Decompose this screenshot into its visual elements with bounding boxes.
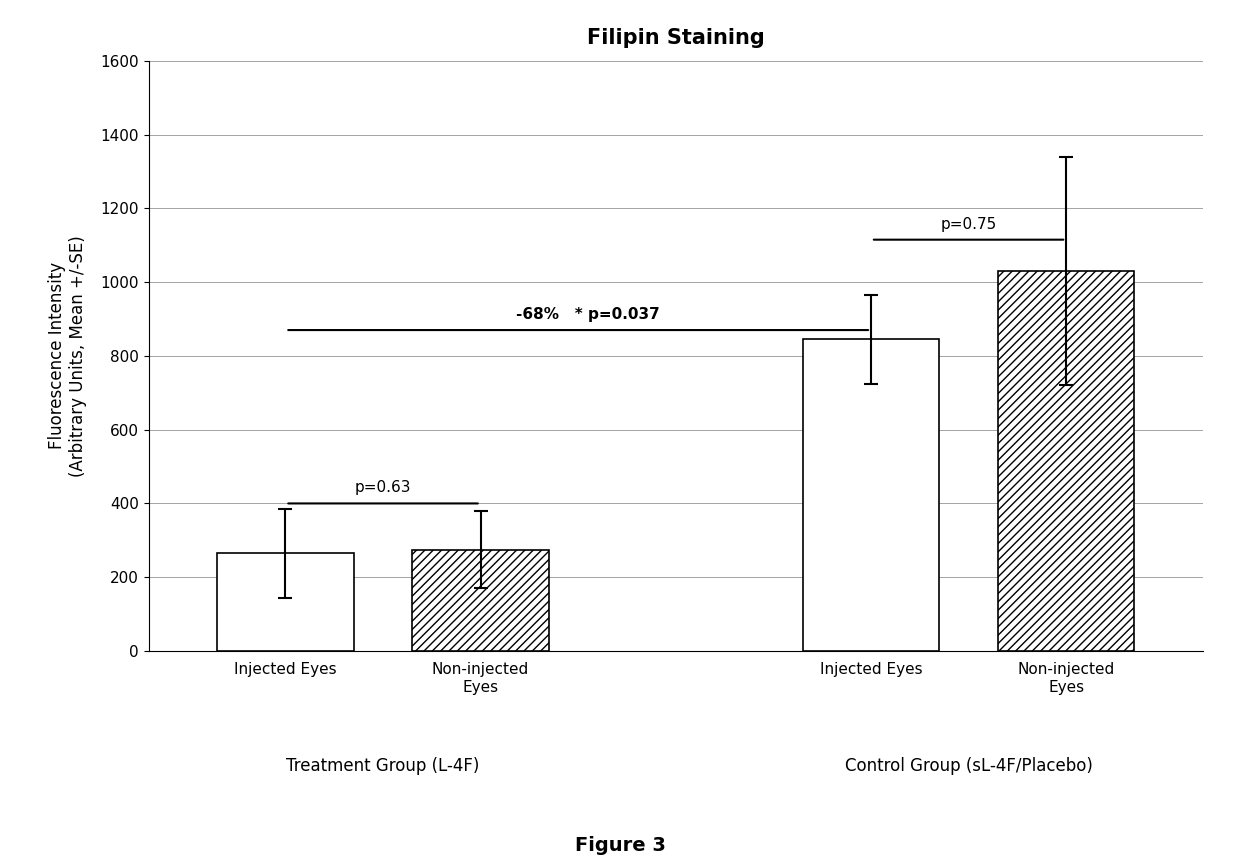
Bar — [412, 549, 549, 651]
Text: p=0.75: p=0.75 — [940, 216, 997, 232]
Text: -68%   * p=0.037: -68% * p=0.037 — [516, 307, 660, 322]
Bar — [217, 553, 353, 651]
Text: Control Group (sL-4F/Placebo): Control Group (sL-4F/Placebo) — [844, 757, 1092, 775]
Text: Figure 3: Figure 3 — [574, 836, 666, 855]
Text: p=0.63: p=0.63 — [355, 480, 412, 496]
Text: Treatment Group (L-4F): Treatment Group (L-4F) — [286, 757, 480, 775]
Title: Filipin Staining: Filipin Staining — [587, 28, 765, 48]
Bar — [802, 339, 939, 651]
Bar — [998, 271, 1135, 651]
Y-axis label: Fluorescence Intensity
(Arbitrary Units, Mean +/-SE): Fluorescence Intensity (Arbitrary Units,… — [48, 235, 87, 477]
